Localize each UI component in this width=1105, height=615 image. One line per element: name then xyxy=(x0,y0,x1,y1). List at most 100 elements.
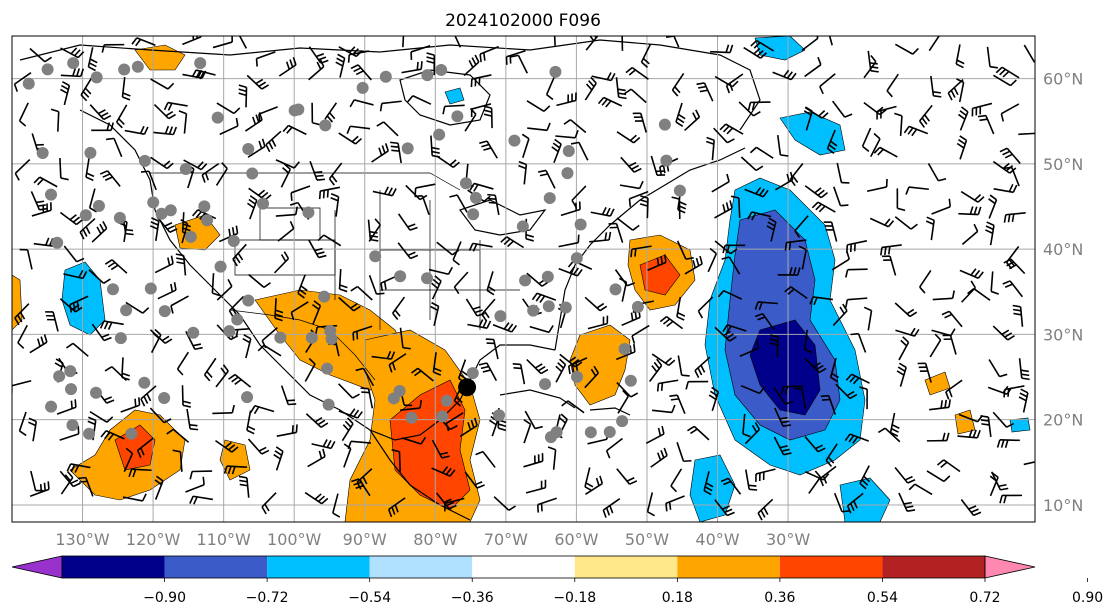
lon-tick-label-8: 50°W xyxy=(625,530,669,549)
station-dot xyxy=(319,119,331,131)
station-dot xyxy=(115,332,127,344)
station-dot xyxy=(91,71,103,83)
station-dot xyxy=(542,271,554,283)
colorbar-label-2: −0.54 xyxy=(348,590,391,606)
station-dot xyxy=(421,69,433,81)
station-dot xyxy=(632,301,644,313)
station-dot xyxy=(406,412,418,424)
colorbar-segment-4 xyxy=(472,556,575,578)
station-dot xyxy=(145,282,157,294)
lon-tick-label-4: 90°W xyxy=(343,530,387,549)
lon-tick-label-7: 60°W xyxy=(554,530,598,549)
station-dot xyxy=(467,208,479,220)
colorbar-segment-1 xyxy=(165,556,268,578)
colorbar-segment-3 xyxy=(370,556,473,578)
lon-tick-label-0: 130°W xyxy=(55,530,110,549)
station-dot xyxy=(83,428,95,440)
lon-tick-label-6: 70°W xyxy=(484,530,528,549)
station-dot xyxy=(467,367,479,379)
station-dot xyxy=(90,387,102,399)
station-dot xyxy=(563,145,575,157)
station-dot xyxy=(394,385,406,397)
station-dot xyxy=(125,428,137,440)
station-dot xyxy=(302,207,314,219)
station-dot xyxy=(369,250,381,262)
station-dot xyxy=(571,371,583,383)
colorbar-label-3: −0.36 xyxy=(451,590,494,606)
station-dot xyxy=(37,147,49,159)
lat-tick-label-0: 60°N xyxy=(1043,70,1083,89)
station-dot xyxy=(159,305,171,317)
colorbar-label-8: 0.72 xyxy=(969,590,1000,606)
station-dot xyxy=(242,143,254,155)
station-dot xyxy=(544,192,556,204)
station-dot xyxy=(80,209,92,221)
station-dot xyxy=(318,291,330,303)
lat-tick-label-5: 10°N xyxy=(1043,496,1083,515)
station-dot xyxy=(543,300,555,312)
station-dot xyxy=(674,185,686,197)
colorbar-segment-2 xyxy=(267,556,370,578)
station-dot xyxy=(201,214,213,226)
colorbar-label-1: −0.72 xyxy=(246,590,289,606)
station-dot xyxy=(93,200,105,212)
station-dot xyxy=(539,378,551,390)
storm-center-marker xyxy=(458,378,476,396)
station-dot xyxy=(402,142,414,154)
station-dot xyxy=(45,401,57,413)
station-dot xyxy=(508,135,520,147)
station-dot xyxy=(132,61,144,73)
colorbar-segment-5 xyxy=(575,556,678,578)
station-dot xyxy=(451,110,463,122)
station-dot xyxy=(357,82,369,94)
station-dot xyxy=(321,363,333,375)
station-dot xyxy=(421,272,433,284)
station-dot xyxy=(549,66,561,78)
lon-tick-label-9: 40°W xyxy=(695,530,739,549)
station-dot xyxy=(561,167,573,179)
station-dot xyxy=(575,218,587,230)
station-dot xyxy=(306,332,318,344)
lat-tick-label-1: 50°N xyxy=(1043,155,1083,174)
station-dot xyxy=(138,377,150,389)
station-dot xyxy=(212,112,224,124)
station-dot xyxy=(67,57,79,69)
station-dot xyxy=(185,231,197,243)
station-dot xyxy=(323,399,335,411)
station-dot xyxy=(23,78,35,90)
colorbar-segment-8 xyxy=(882,556,985,578)
station-dot xyxy=(660,155,672,167)
station-dot xyxy=(194,57,206,69)
station-dot xyxy=(494,310,506,322)
colorbar-segment-6 xyxy=(677,556,780,578)
station-dot xyxy=(659,119,671,131)
station-dot xyxy=(493,409,505,421)
station-dot xyxy=(585,426,597,438)
station-dot xyxy=(460,177,472,189)
lon-tick-label-5: 80°W xyxy=(413,530,457,549)
station-dot xyxy=(66,419,78,431)
colorbar-extend-high xyxy=(985,556,1035,578)
station-dot xyxy=(517,220,529,232)
colorbar-label-6: 0.36 xyxy=(764,590,795,606)
station-dot xyxy=(120,304,132,316)
colorbar-label-0: −0.90 xyxy=(143,590,186,606)
lat-tick-label-2: 40°N xyxy=(1043,240,1083,259)
station-dot xyxy=(380,71,392,83)
station-dot xyxy=(223,325,235,337)
station-dot xyxy=(435,64,447,76)
station-dot xyxy=(394,270,406,282)
colorbar-label-7: 0.54 xyxy=(867,590,898,606)
station-dot xyxy=(545,431,557,443)
station-dot xyxy=(246,167,258,179)
station-dot xyxy=(433,129,445,141)
map-title: 2024102000 F096 xyxy=(445,11,601,31)
colorbar-extend-low xyxy=(12,556,62,578)
station-dot xyxy=(604,426,616,438)
station-dot xyxy=(257,198,269,210)
station-dot xyxy=(64,365,76,377)
station-dot xyxy=(441,395,453,407)
station-dot xyxy=(139,155,151,167)
station-dot xyxy=(616,415,628,427)
